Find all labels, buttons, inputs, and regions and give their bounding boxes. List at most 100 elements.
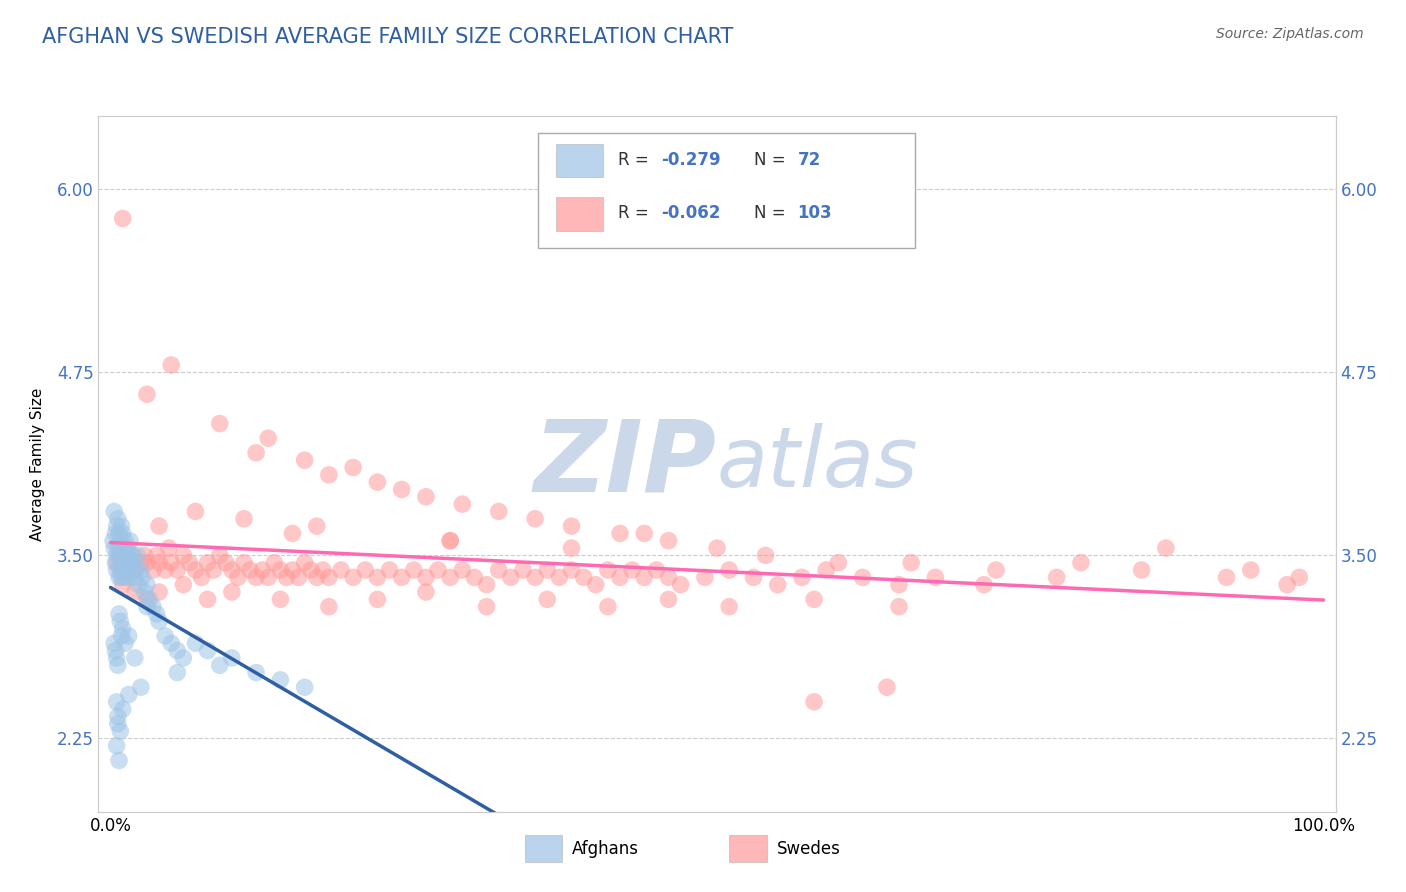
- Point: [803, 592, 825, 607]
- Point: [572, 570, 595, 584]
- Point: [124, 563, 146, 577]
- Point: [1154, 541, 1177, 555]
- Point: [136, 556, 159, 570]
- Point: [973, 577, 995, 591]
- Point: [197, 643, 219, 657]
- Point: [706, 541, 728, 555]
- Point: [451, 497, 474, 511]
- Point: [124, 651, 146, 665]
- Point: [657, 570, 679, 584]
- Point: [585, 577, 607, 591]
- Point: [815, 563, 838, 577]
- Point: [157, 541, 180, 555]
- Point: [105, 556, 128, 570]
- Point: [160, 358, 183, 372]
- Point: [136, 599, 159, 614]
- Point: [184, 563, 207, 577]
- Point: [105, 695, 128, 709]
- Point: [415, 585, 437, 599]
- Text: N =: N =: [754, 204, 792, 222]
- Point: [560, 541, 582, 555]
- FancyBboxPatch shape: [557, 197, 603, 231]
- Point: [136, 577, 159, 591]
- Point: [742, 570, 765, 584]
- Point: [208, 417, 231, 431]
- Point: [110, 570, 132, 584]
- Point: [202, 563, 225, 577]
- Point: [125, 563, 148, 577]
- Point: [827, 556, 849, 570]
- Point: [536, 563, 558, 577]
- Point: [1046, 570, 1069, 584]
- Point: [172, 549, 194, 563]
- Point: [108, 549, 131, 563]
- Point: [104, 643, 127, 657]
- Point: [208, 658, 231, 673]
- Point: [669, 577, 692, 591]
- Point: [560, 519, 582, 533]
- Point: [1240, 563, 1263, 577]
- Point: [233, 556, 256, 570]
- Point: [609, 526, 631, 541]
- Point: [127, 549, 149, 563]
- Point: [118, 549, 141, 563]
- Point: [108, 754, 131, 768]
- Point: [145, 607, 167, 621]
- Point: [104, 526, 127, 541]
- Point: [115, 549, 138, 563]
- Point: [439, 570, 461, 584]
- Point: [852, 570, 875, 584]
- Point: [153, 629, 176, 643]
- Point: [475, 577, 498, 591]
- Point: [693, 570, 716, 584]
- Point: [129, 563, 152, 577]
- Point: [269, 592, 291, 607]
- Point: [657, 592, 679, 607]
- Point: [391, 483, 413, 497]
- Point: [107, 512, 129, 526]
- Point: [166, 643, 188, 657]
- Point: [107, 716, 129, 731]
- Point: [755, 549, 778, 563]
- Point: [318, 570, 340, 584]
- Point: [166, 665, 188, 680]
- Point: [657, 533, 679, 548]
- Point: [488, 504, 510, 518]
- Point: [129, 680, 152, 694]
- Point: [221, 651, 243, 665]
- Point: [221, 585, 243, 599]
- Point: [208, 549, 231, 563]
- Point: [118, 556, 141, 570]
- Point: [142, 563, 165, 577]
- Point: [790, 570, 813, 584]
- Point: [1070, 556, 1092, 570]
- Point: [900, 556, 922, 570]
- Point: [391, 570, 413, 584]
- Point: [111, 577, 134, 591]
- Text: Swedes: Swedes: [776, 839, 841, 857]
- Point: [281, 526, 304, 541]
- Point: [111, 549, 134, 563]
- Point: [475, 599, 498, 614]
- Point: [104, 556, 127, 570]
- Point: [110, 549, 132, 563]
- Point: [305, 519, 328, 533]
- Point: [1275, 577, 1298, 591]
- Point: [136, 592, 159, 607]
- Point: [108, 526, 131, 541]
- Point: [488, 563, 510, 577]
- Point: [129, 556, 152, 570]
- Point: [148, 519, 170, 533]
- Point: [378, 563, 401, 577]
- Point: [114, 533, 136, 548]
- FancyBboxPatch shape: [537, 134, 915, 248]
- Point: [110, 541, 132, 555]
- Point: [107, 709, 129, 723]
- Point: [121, 549, 143, 563]
- Point: [110, 563, 132, 577]
- Point: [1130, 563, 1153, 577]
- Point: [110, 533, 132, 548]
- Point: [305, 570, 328, 584]
- Point: [118, 533, 141, 548]
- Point: [876, 680, 898, 694]
